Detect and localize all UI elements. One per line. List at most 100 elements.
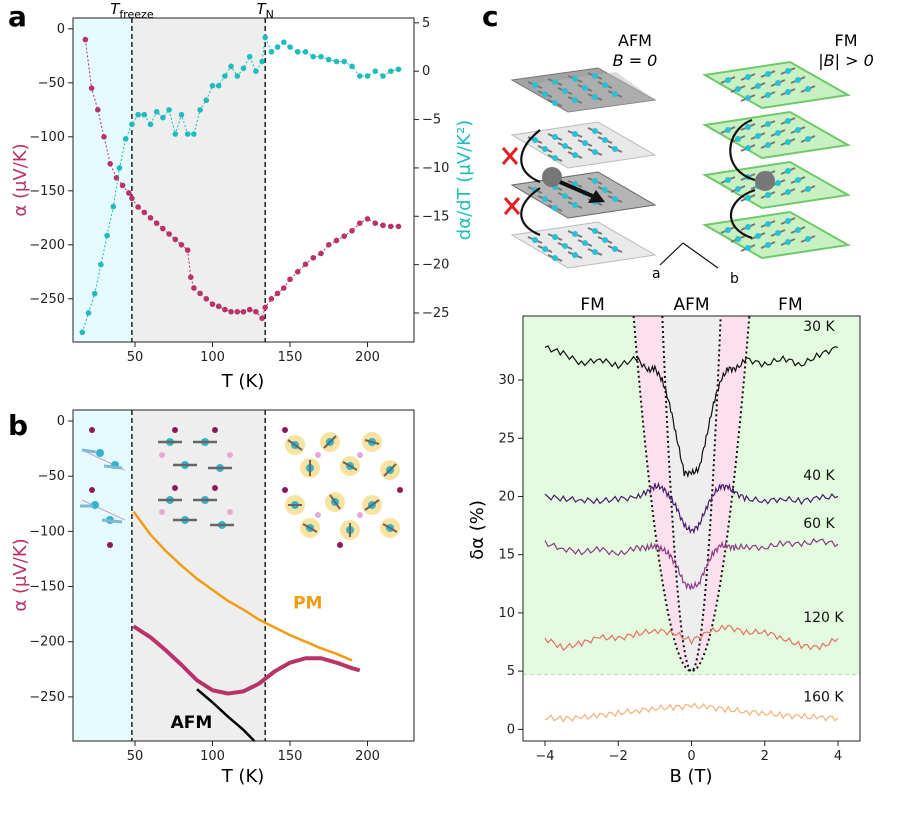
panel-label-b: b bbox=[8, 409, 28, 442]
panel-a-ytick-label: −250 bbox=[29, 292, 65, 307]
panel-a-point-alpha bbox=[172, 236, 179, 243]
spin-site bbox=[612, 246, 618, 252]
spin-site bbox=[592, 94, 598, 100]
panel-a-point-alpha bbox=[126, 190, 132, 196]
panel-a-point-alpha bbox=[166, 231, 172, 237]
panel-a-point-dalpha_dT bbox=[141, 111, 148, 118]
panel-a-point-alpha bbox=[380, 222, 386, 229]
spin-site bbox=[785, 118, 791, 124]
panel-a-point-dalpha_dT bbox=[191, 131, 197, 137]
panel-a-point-dalpha_dT bbox=[294, 49, 301, 55]
panel-b-ytick-label: 0 bbox=[57, 414, 65, 429]
spin-site bbox=[765, 242, 771, 248]
spin-site bbox=[745, 124, 751, 130]
panel-c-schematic: AFM B = 0 FM |B| > 0 bbox=[501, 31, 874, 287]
panel-a-ytick-right-label: −5 bbox=[422, 113, 441, 128]
panel-a-point-alpha bbox=[184, 247, 191, 253]
panel-c-region-label: FM bbox=[580, 295, 604, 315]
panel-c-region-label: FM bbox=[778, 295, 802, 315]
spin-site bbox=[572, 152, 578, 158]
panel-a-point-alpha bbox=[310, 254, 317, 261]
axis-b-label: b bbox=[730, 271, 739, 287]
panel-a-point-dalpha_dT bbox=[79, 329, 86, 336]
panel-a-point-alpha bbox=[341, 233, 348, 239]
spin-site bbox=[562, 243, 568, 249]
panel-a-point-alpha bbox=[95, 107, 101, 113]
panel-a-point-dalpha_dT bbox=[104, 232, 110, 239]
panel-a-xtick-label: 200 bbox=[355, 350, 380, 365]
panel-c-xtick-label: 4 bbox=[834, 749, 842, 764]
spin-site bbox=[765, 92, 771, 98]
spin-site bbox=[582, 140, 588, 146]
panel-b-xtick-label: 100 bbox=[200, 749, 225, 764]
molecule-inset-frozen bbox=[80, 427, 126, 548]
panel-c-xtick-label: 2 bbox=[761, 749, 769, 764]
panel-c-series-label: 120 K bbox=[803, 610, 844, 626]
panel-a-point-alpha bbox=[325, 242, 332, 248]
spin-site bbox=[745, 145, 751, 151]
crystal-axes bbox=[659, 242, 719, 269]
panel-c-xtick-label: −4 bbox=[535, 749, 554, 764]
panel-a-point-alpha bbox=[356, 220, 363, 226]
spin-site bbox=[542, 246, 548, 252]
panel-a-point-dalpha_dT bbox=[197, 107, 203, 113]
panel-a-ytick-right-label: −25 bbox=[422, 306, 449, 321]
panel-a-point-dalpha_dT bbox=[203, 97, 210, 104]
panel-a-point-dalpha_dT bbox=[222, 73, 228, 79]
panel-a-point-alpha bbox=[141, 209, 148, 216]
panel-a-point-dalpha_dT bbox=[135, 111, 141, 118]
spin-site bbox=[785, 68, 791, 74]
spin-site bbox=[612, 146, 618, 152]
spin-site bbox=[582, 85, 588, 91]
panel-a-point-alpha bbox=[395, 223, 402, 230]
panel-a-point-dalpha_dT bbox=[281, 39, 287, 45]
spin-site bbox=[805, 136, 811, 142]
tn-annotation: TN bbox=[256, 0, 273, 21]
blocked-hop-icon bbox=[501, 147, 521, 215]
panel-b-xlabel: T (K) bbox=[221, 766, 265, 787]
spin-site bbox=[785, 139, 791, 145]
molecule-insets bbox=[80, 427, 403, 548]
fm-field-label: |B| > 0 bbox=[818, 51, 874, 70]
spin-site bbox=[735, 136, 741, 142]
panel-a-point-dalpha_dT bbox=[349, 63, 355, 70]
panel-a-ytick-right-label: −15 bbox=[422, 209, 449, 224]
panel-a-point-dalpha_dT bbox=[287, 44, 293, 50]
panel-a-point-alpha bbox=[209, 301, 216, 308]
panel-a-xlabel: T (K) bbox=[221, 371, 265, 392]
spin-site bbox=[542, 196, 548, 202]
spin-site bbox=[725, 127, 731, 133]
panel-a-point-alpha bbox=[333, 237, 340, 244]
spin-site bbox=[592, 249, 598, 255]
panel-a-point-dalpha_dT bbox=[122, 136, 129, 142]
panel-a-point-dalpha_dT bbox=[262, 34, 269, 41]
panel-c-chart: −4 −2 0 2 4 0 5 10 15 20 25 30 FM AFM FM 30 K 40 K 60 … bbox=[467, 295, 861, 787]
panel-a-point-alpha bbox=[119, 182, 126, 189]
panel-a-ytick-label: −100 bbox=[29, 130, 65, 145]
panel-a-point-dalpha_dT bbox=[178, 111, 185, 118]
tfreeze-annotation: Tfreeze bbox=[110, 0, 154, 21]
panel-a-frame bbox=[72, 17, 415, 343]
panel-c-ytick-label: 15 bbox=[498, 548, 515, 563]
spin-site bbox=[765, 142, 771, 148]
spin-site bbox=[572, 252, 578, 258]
spin-site bbox=[745, 245, 751, 251]
panel-c-series-label: 60 K bbox=[803, 516, 835, 532]
spin-site bbox=[612, 196, 618, 202]
spin-site bbox=[572, 76, 578, 82]
panel-c-series-40K bbox=[544, 481, 839, 535]
panel-b-ytick-label: −50 bbox=[38, 469, 65, 484]
spin-site bbox=[725, 177, 731, 183]
spin-site bbox=[775, 80, 781, 86]
spin-site bbox=[725, 77, 731, 83]
panel-c-ytick-label: 30 bbox=[498, 373, 515, 388]
panel-label-a: a bbox=[8, 0, 27, 33]
carrier-ball-fm bbox=[755, 171, 775, 191]
panel-a-point-dalpha_dT bbox=[147, 121, 154, 128]
panel-a-ytick-label: −50 bbox=[38, 76, 65, 91]
carrier-ball-afm bbox=[542, 167, 562, 187]
panel-c-ylabel: δα (%) bbox=[467, 500, 488, 560]
panel-a-xtick-label: 50 bbox=[127, 350, 144, 365]
spin-site bbox=[552, 255, 558, 261]
panel-b-ytick-label: −250 bbox=[29, 690, 65, 705]
